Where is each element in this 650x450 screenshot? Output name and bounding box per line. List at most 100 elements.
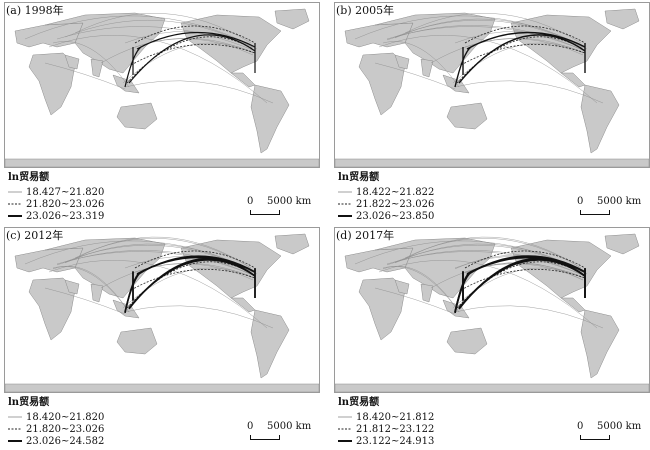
south-america-landmass	[250, 309, 290, 379]
trade-flow-dashed	[460, 268, 586, 291]
south-america-landmass	[250, 84, 290, 154]
trade-flow-thin	[374, 62, 456, 90]
trade-flow-dashed	[460, 43, 586, 66]
trade-flow-thin	[394, 18, 584, 48]
thick-line-icon	[338, 440, 352, 442]
trade-flow-thick	[458, 257, 586, 310]
trade-flow-thin	[386, 25, 586, 52]
trade-flow-dashed	[134, 25, 256, 44]
north-america-landmass	[510, 239, 612, 299]
legend-label: 21.820~23.026	[26, 423, 105, 435]
trade-flow-thin	[378, 35, 598, 104]
trade-flow-map	[5, 233, 319, 392]
australia-landmass	[446, 327, 488, 355]
legend-row-thick: 23.122~24.913	[338, 435, 518, 447]
legend-label: 18.422~21.822	[356, 186, 435, 198]
trade-flow-thin	[430, 37, 584, 64]
panel-2012: (c) 2012年 ln贸易额 18.420~21.820 21.820~23.…	[2, 225, 320, 447]
legend-row-thin: 18.427~21.820	[8, 186, 188, 198]
panel-title: (b) 2005年	[336, 4, 395, 17]
trade-flow-thin	[454, 305, 604, 329]
map-frame	[334, 227, 650, 393]
trade-flow-thin	[378, 260, 598, 329]
central-america-landmass	[230, 72, 256, 88]
trade-flow-thin	[374, 287, 456, 315]
australia-landmass	[116, 327, 158, 355]
trade-flow-thick	[458, 34, 586, 84]
panel-2017: (d) 2017年 ln贸易额 18.420~21.812 21.812~23.…	[332, 225, 650, 447]
trade-flow-dashed	[134, 250, 256, 269]
scale-bar-line	[250, 435, 280, 440]
legend-title: ln贸易额	[338, 172, 380, 183]
trade-flow-map	[335, 8, 649, 167]
trade-flow-thin	[100, 262, 254, 289]
trade-flow-thin	[100, 37, 254, 64]
panel-1998: (a) 1998年 ln贸易额 18.427~21.820 21.820~23.…	[2, 0, 320, 222]
arabia-landmass	[64, 54, 80, 70]
thick-line-icon	[8, 215, 22, 217]
legend-title: ln贸易额	[8, 172, 50, 183]
map-frame	[4, 2, 320, 168]
north-america-landmass	[180, 239, 282, 299]
trade-flow-map	[5, 8, 319, 167]
trade-flow-thin	[52, 41, 130, 88]
legend: ln贸易额 18.422~21.822 21.822~23.026 23.026…	[338, 168, 518, 222]
trade-flow-dashed	[464, 250, 586, 269]
trade-flow-thin	[404, 236, 582, 269]
legend-label: 23.026~23.850	[356, 210, 435, 222]
legend-row-thin: 18.420~21.812	[338, 411, 518, 423]
trade-flow-dashed	[126, 36, 254, 84]
legend-label: 18.420~21.820	[26, 411, 105, 423]
scale-label: 5000 km	[597, 196, 642, 207]
legend-title: ln贸易额	[8, 397, 50, 408]
scale-bar-line	[580, 210, 610, 215]
trade-flow-thin	[124, 305, 274, 329]
legend-label: 21.820~23.026	[26, 198, 105, 210]
dashed-line-icon	[8, 203, 22, 205]
south-america-landmass	[580, 84, 620, 154]
scale-bar: 0 5000 km	[577, 196, 647, 216]
antarctica-landmass	[5, 158, 319, 167]
trade-flow-thin	[56, 250, 256, 277]
trade-flow-thick	[136, 255, 256, 276]
scale-bar-line	[580, 435, 610, 440]
panel-2005: (b) 2005年 ln贸易额 18.422~21.822 21.822~23.…	[332, 0, 650, 222]
trade-flow-thin	[382, 265, 460, 313]
scale-bar: 0 5000 km	[577, 421, 647, 441]
europe-landmass	[14, 22, 84, 48]
legend-label: 21.812~23.122	[356, 423, 435, 435]
legend: ln贸易额 18.427~21.820 21.820~23.026 23.026…	[8, 168, 188, 222]
trade-flow-thin	[48, 35, 268, 104]
trade-flow-thin	[44, 287, 126, 315]
dashed-line-icon	[8, 428, 22, 430]
trade-flow-thin	[382, 41, 460, 88]
legend-row-thick: 23.026~24.582	[8, 435, 188, 447]
thin-line-icon	[8, 416, 22, 418]
scale-bar-line	[250, 210, 280, 215]
thin-line-icon	[338, 416, 352, 418]
legend-row-thick: 23.026~23.850	[338, 210, 518, 222]
legend-row-dashed: 21.812~23.122	[338, 423, 518, 435]
scale-label: 5000 km	[597, 421, 642, 432]
scale-bar: 0 5000 km	[247, 421, 317, 441]
trade-flow-dashed	[130, 43, 256, 66]
trade-flow-thick	[128, 34, 256, 84]
antarctica-landmass	[5, 383, 319, 392]
legend: ln贸易额 18.420~21.812 21.812~23.122 23.122…	[338, 393, 518, 447]
legend-label: 18.427~21.820	[26, 186, 105, 198]
greenland-landmass	[274, 8, 310, 30]
legend-row-thin: 18.422~21.822	[338, 186, 518, 198]
india-landmass	[90, 58, 104, 78]
legend-row-thin: 18.420~21.820	[8, 411, 188, 423]
thin-line-icon	[338, 191, 352, 193]
greenland-landmass	[604, 8, 640, 30]
scale-zero: 0	[577, 421, 584, 432]
trade-flow-dashed	[130, 268, 256, 291]
trade-flow-thick	[124, 46, 142, 88]
trade-flow-thick	[136, 31, 256, 50]
central-america-landmass	[230, 297, 256, 313]
map-frame	[334, 2, 650, 168]
greenland-landmass	[274, 233, 310, 255]
arabia-landmass	[394, 279, 410, 295]
trade-flow-thin	[454, 80, 604, 104]
